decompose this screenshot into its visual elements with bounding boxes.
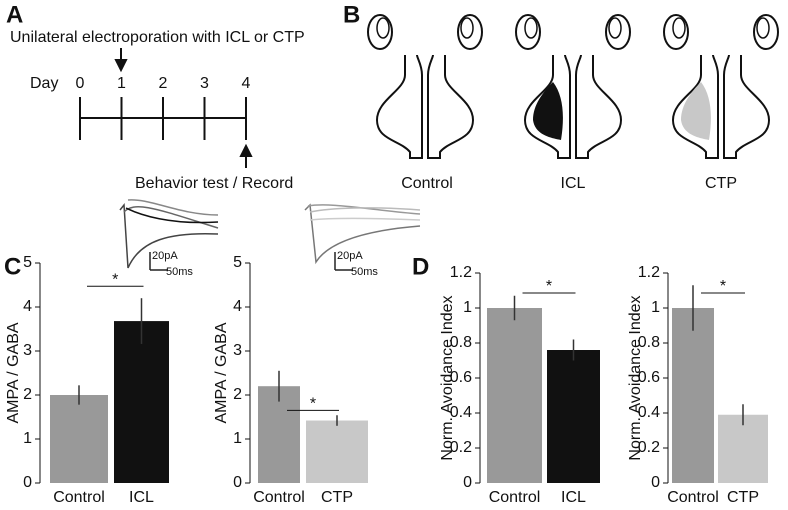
diagram-label: ICL (561, 175, 586, 192)
y-tick-label: 0 (233, 474, 242, 491)
timeline-day: 0 (76, 75, 85, 92)
eye (367, 14, 393, 50)
y-tick-label: 4 (233, 298, 242, 315)
timeline-day: 4 (242, 75, 251, 92)
timeline-day: 3 (200, 75, 209, 92)
y-tick-label: 5 (233, 254, 242, 271)
x-tick-label: Control (53, 489, 105, 506)
y-tick-label: 4 (23, 298, 32, 315)
hemisphere (375, 54, 423, 159)
y-tick-label: 0.8 (450, 334, 472, 351)
panel-label: A (6, 1, 23, 28)
x-tick-label: Control (253, 489, 305, 506)
panel-label: B (343, 1, 360, 28)
x-tick-label: ICL (561, 489, 586, 506)
significance-mark: * (720, 278, 726, 295)
bar (50, 395, 108, 483)
lesion (681, 82, 711, 140)
y-tick-label: 5 (23, 254, 32, 271)
y-tick-label: 1 (463, 299, 472, 316)
panel-label: C (4, 253, 21, 280)
panel-label: D (412, 253, 429, 280)
traces (119, 199, 421, 271)
y-tick-label: 2 (233, 386, 242, 403)
eye (457, 14, 483, 50)
eye (605, 14, 631, 50)
bar (487, 308, 542, 483)
hemisphere (671, 54, 719, 159)
significance-mark: * (310, 396, 316, 413)
y-tick-label: 0.4 (450, 404, 472, 421)
y-axis-label: Norm. Avoidance Index (627, 295, 644, 460)
y-axis-label: AMPA / GABA (213, 322, 230, 423)
x-tick-label: Control (489, 489, 541, 506)
x-tick-label: Control (667, 489, 719, 506)
y-tick-label: 0.6 (638, 369, 660, 386)
y-tick-label: 1.2 (450, 264, 472, 281)
lesion (533, 82, 563, 140)
significance-mark: * (112, 271, 118, 288)
eye-inner (460, 17, 474, 39)
y-tick-label: 1 (651, 299, 660, 316)
eye-inner (608, 17, 622, 39)
y-tick-label: 1.2 (638, 264, 660, 281)
timeline-day: 1 (117, 75, 126, 92)
y-tick-label: 0 (23, 474, 32, 491)
x-tick-label: CTP (727, 489, 759, 506)
bar (306, 420, 368, 483)
bar (114, 321, 169, 483)
eye (753, 14, 779, 50)
y-axis-label: Norm. Avoidance Index (439, 295, 456, 460)
x-tick-label: ICL (129, 489, 154, 506)
hemisphere (523, 54, 571, 159)
eye-inner (756, 17, 770, 39)
eye-inner (672, 17, 686, 39)
bar (258, 386, 300, 483)
scale-label: 50ms (351, 266, 378, 278)
y-tick-label: 0 (463, 474, 472, 491)
timeline-top-text: Unilateral electroporation with ICL or C… (10, 29, 305, 46)
bar (547, 350, 600, 483)
hemisphere (575, 54, 623, 159)
timeline-day: 2 (159, 75, 168, 92)
y-tick-label: 3 (233, 342, 242, 359)
y-tick-label: 0.4 (638, 404, 660, 421)
scale-label: 20pA (337, 250, 363, 262)
y-tick-label: 0 (651, 474, 660, 491)
diagram-label: Control (401, 175, 453, 192)
hemisphere (723, 54, 771, 159)
eye (663, 14, 689, 50)
y-axis-label: AMPA / GABA (5, 322, 22, 423)
y-tick-label: 1 (233, 430, 242, 447)
y-tick-label: 1 (23, 430, 32, 447)
timeline-bottom-text: Behavior test / Record (135, 175, 293, 192)
timeline-day-label: Day (30, 75, 58, 92)
eye (515, 14, 541, 50)
y-tick-label: 0.8 (638, 334, 660, 351)
diagram-label: CTP (705, 175, 737, 192)
y-tick-label: 0.2 (450, 439, 472, 456)
arrows (114, 48, 253, 168)
hemisphere (427, 54, 475, 159)
scale-label: 20pA (152, 250, 178, 262)
y-tick-label: 3 (23, 342, 32, 359)
y-tick-label: 2 (23, 386, 32, 403)
significance-mark: * (546, 278, 552, 295)
x-tick-label: CTP (321, 489, 353, 506)
eye-inner (376, 17, 390, 39)
bar (718, 414, 768, 483)
y-tick-label: 0.2 (638, 439, 660, 456)
eye-inner (524, 17, 538, 39)
y-tick-label: 0.6 (450, 369, 472, 386)
scale-label: 50ms (166, 266, 193, 278)
bar (672, 308, 714, 483)
